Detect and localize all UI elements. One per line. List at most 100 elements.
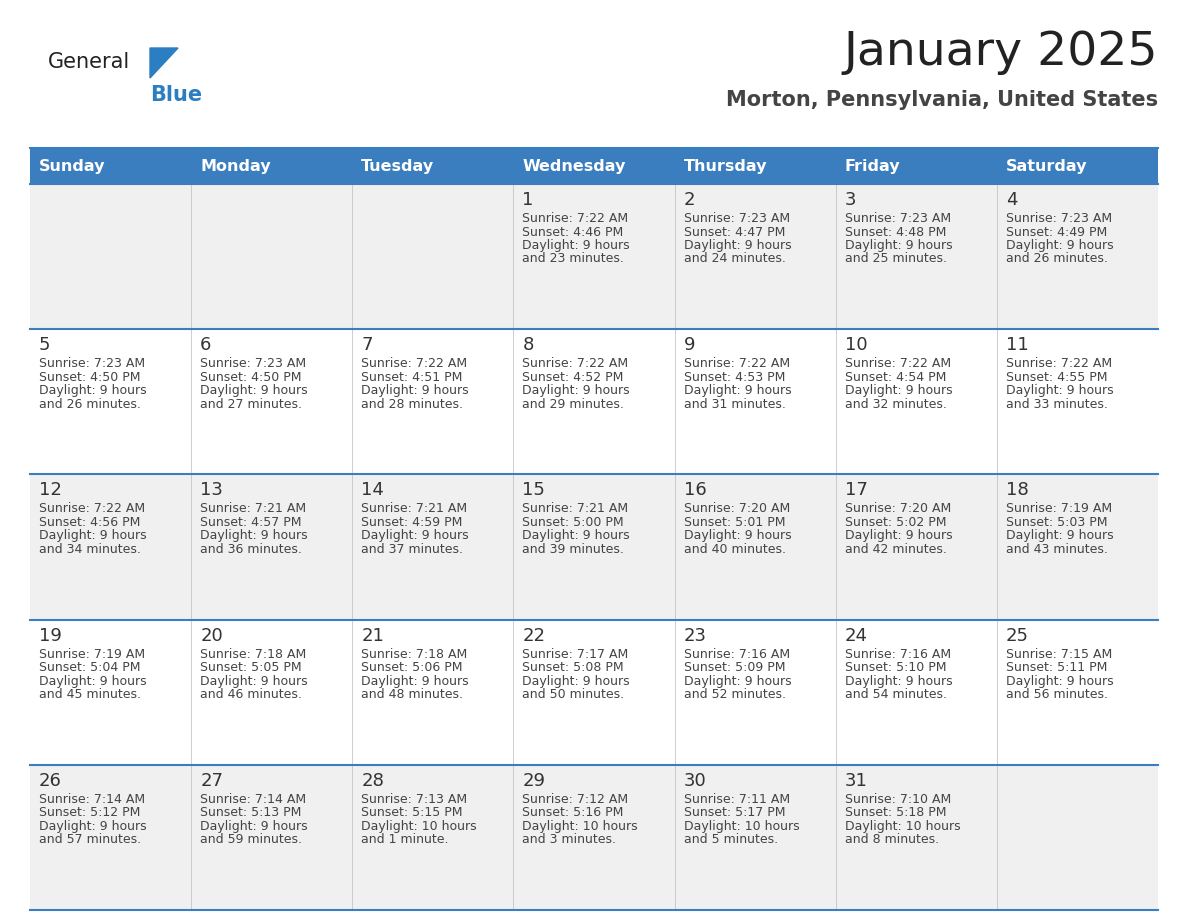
Text: Daylight: 9 hours: Daylight: 9 hours: [361, 530, 469, 543]
Text: Sunset: 5:08 PM: Sunset: 5:08 PM: [523, 661, 624, 674]
Text: and 33 minutes.: and 33 minutes.: [1006, 397, 1107, 410]
Text: Sunset: 4:59 PM: Sunset: 4:59 PM: [361, 516, 462, 529]
Text: 10: 10: [845, 336, 867, 354]
Text: and 8 minutes.: and 8 minutes.: [845, 834, 939, 846]
Text: Daylight: 9 hours: Daylight: 9 hours: [361, 385, 469, 397]
Bar: [30, 475, 191, 620]
Text: Daylight: 10 hours: Daylight: 10 hours: [683, 820, 800, 833]
Text: 18: 18: [1006, 481, 1029, 499]
Bar: [353, 330, 513, 475]
Text: Sunrise: 7:23 AM: Sunrise: 7:23 AM: [39, 357, 145, 370]
Text: 20: 20: [200, 627, 223, 644]
Text: Sunrise: 7:22 AM: Sunrise: 7:22 AM: [39, 502, 145, 515]
Text: 31: 31: [845, 772, 867, 789]
Text: Sunset: 5:18 PM: Sunset: 5:18 PM: [845, 806, 946, 819]
Text: Sunrise: 7:23 AM: Sunrise: 7:23 AM: [845, 212, 950, 225]
Text: Sunset: 5:04 PM: Sunset: 5:04 PM: [39, 661, 140, 674]
Bar: [513, 765, 675, 910]
Text: Sunset: 4:57 PM: Sunset: 4:57 PM: [200, 516, 302, 529]
Text: and 27 minutes.: and 27 minutes.: [200, 397, 302, 410]
Text: Sunset: 4:52 PM: Sunset: 4:52 PM: [523, 371, 624, 384]
Text: and 1 minute.: and 1 minute.: [361, 834, 449, 846]
Text: Sunrise: 7:21 AM: Sunrise: 7:21 AM: [523, 502, 628, 515]
Text: Sunrise: 7:22 AM: Sunrise: 7:22 AM: [683, 357, 790, 370]
Bar: [353, 765, 513, 910]
Bar: [30, 184, 191, 330]
Text: and 25 minutes.: and 25 minutes.: [845, 252, 947, 265]
Text: Sunset: 5:09 PM: Sunset: 5:09 PM: [683, 661, 785, 674]
Bar: [675, 330, 835, 475]
Text: 13: 13: [200, 481, 223, 499]
Text: Sunrise: 7:14 AM: Sunrise: 7:14 AM: [200, 793, 307, 806]
Text: Daylight: 9 hours: Daylight: 9 hours: [200, 385, 308, 397]
Bar: [191, 330, 353, 475]
Text: 17: 17: [845, 481, 867, 499]
Text: Daylight: 9 hours: Daylight: 9 hours: [1006, 239, 1113, 252]
Text: Sunset: 4:56 PM: Sunset: 4:56 PM: [39, 516, 140, 529]
Text: Sunset: 5:01 PM: Sunset: 5:01 PM: [683, 516, 785, 529]
Text: 19: 19: [39, 627, 62, 644]
Text: 24: 24: [845, 627, 867, 644]
Bar: [513, 148, 675, 184]
Bar: [675, 184, 835, 330]
Text: and 26 minutes.: and 26 minutes.: [39, 397, 141, 410]
Bar: [835, 148, 997, 184]
Text: Friday: Friday: [845, 159, 901, 174]
Text: Daylight: 9 hours: Daylight: 9 hours: [200, 530, 308, 543]
Text: 23: 23: [683, 627, 707, 644]
Text: Daylight: 9 hours: Daylight: 9 hours: [523, 385, 630, 397]
Bar: [835, 184, 997, 330]
Text: Daylight: 9 hours: Daylight: 9 hours: [39, 820, 146, 833]
Text: 30: 30: [683, 772, 707, 789]
Text: Sunrise: 7:18 AM: Sunrise: 7:18 AM: [200, 647, 307, 661]
Text: and 24 minutes.: and 24 minutes.: [683, 252, 785, 265]
Bar: [191, 184, 353, 330]
Text: Daylight: 9 hours: Daylight: 9 hours: [523, 675, 630, 688]
Bar: [513, 184, 675, 330]
Text: and 39 minutes.: and 39 minutes.: [523, 543, 625, 556]
Text: Sunset: 4:46 PM: Sunset: 4:46 PM: [523, 226, 624, 239]
Text: Sunrise: 7:18 AM: Sunrise: 7:18 AM: [361, 647, 468, 661]
Text: Sunrise: 7:16 AM: Sunrise: 7:16 AM: [683, 647, 790, 661]
Text: and 26 minutes.: and 26 minutes.: [1006, 252, 1107, 265]
Text: and 28 minutes.: and 28 minutes.: [361, 397, 463, 410]
Bar: [513, 330, 675, 475]
Text: 29: 29: [523, 772, 545, 789]
Text: Saturday: Saturday: [1006, 159, 1087, 174]
Bar: [513, 475, 675, 620]
Text: 1: 1: [523, 191, 533, 209]
Text: 12: 12: [39, 481, 62, 499]
Text: Daylight: 9 hours: Daylight: 9 hours: [1006, 385, 1113, 397]
Text: and 52 minutes.: and 52 minutes.: [683, 688, 785, 701]
Bar: [30, 765, 191, 910]
Text: Sunset: 5:11 PM: Sunset: 5:11 PM: [1006, 661, 1107, 674]
Text: Daylight: 10 hours: Daylight: 10 hours: [523, 820, 638, 833]
Text: Sunrise: 7:19 AM: Sunrise: 7:19 AM: [39, 647, 145, 661]
Text: and 56 minutes.: and 56 minutes.: [1006, 688, 1108, 701]
Text: General: General: [48, 52, 131, 72]
Bar: [997, 330, 1158, 475]
Text: Daylight: 9 hours: Daylight: 9 hours: [39, 385, 146, 397]
Text: 2: 2: [683, 191, 695, 209]
Text: Sunset: 5:12 PM: Sunset: 5:12 PM: [39, 806, 140, 819]
Text: January 2025: January 2025: [843, 30, 1158, 75]
Bar: [353, 620, 513, 765]
Text: and 48 minutes.: and 48 minutes.: [361, 688, 463, 701]
Text: Daylight: 9 hours: Daylight: 9 hours: [361, 675, 469, 688]
Text: Sunrise: 7:16 AM: Sunrise: 7:16 AM: [845, 647, 950, 661]
Bar: [191, 620, 353, 765]
Text: 6: 6: [200, 336, 211, 354]
Bar: [30, 620, 191, 765]
Text: and 45 minutes.: and 45 minutes.: [39, 688, 141, 701]
Text: Sunset: 5:00 PM: Sunset: 5:00 PM: [523, 516, 624, 529]
Text: Thursday: Thursday: [683, 159, 767, 174]
Text: Sunday: Sunday: [39, 159, 106, 174]
Text: Sunset: 4:53 PM: Sunset: 4:53 PM: [683, 371, 785, 384]
Text: Daylight: 9 hours: Daylight: 9 hours: [39, 530, 146, 543]
Text: Daylight: 9 hours: Daylight: 9 hours: [1006, 530, 1113, 543]
Bar: [997, 475, 1158, 620]
Text: 7: 7: [361, 336, 373, 354]
Text: Daylight: 9 hours: Daylight: 9 hours: [683, 530, 791, 543]
Text: Sunrise: 7:23 AM: Sunrise: 7:23 AM: [683, 212, 790, 225]
Text: Sunset: 5:17 PM: Sunset: 5:17 PM: [683, 806, 785, 819]
